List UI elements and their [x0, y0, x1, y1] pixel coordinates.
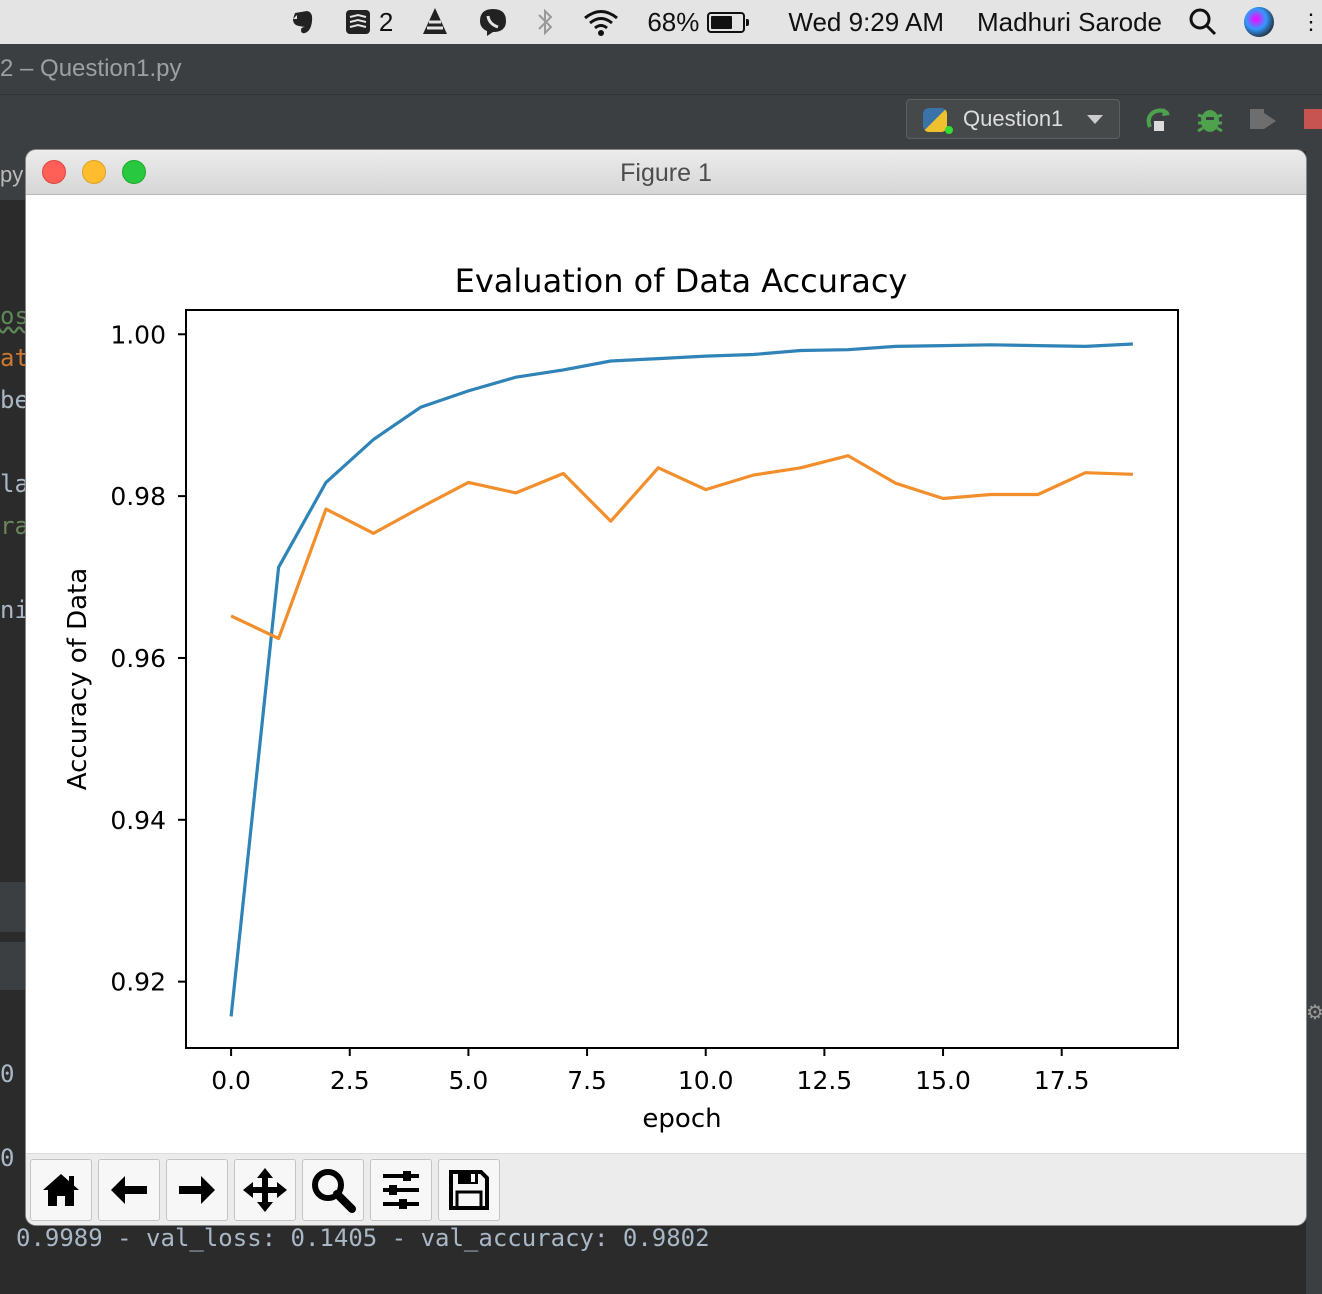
y-tick-label: 0.98: [110, 482, 166, 511]
figure-window-title: Figure 1: [620, 159, 712, 187]
series-line-2: [230, 454, 1133, 641]
x-tick-label: 17.5: [1034, 1066, 1090, 1095]
figure-titlebar[interactable]: Figure 1: [26, 150, 1306, 195]
figure-toolbar: [26, 1153, 1306, 1225]
y-tick-label: 1.00: [110, 320, 166, 349]
viber-icon[interactable]: [477, 6, 509, 38]
battery-icon: [707, 11, 750, 33]
back-button[interactable]: [98, 1159, 160, 1221]
maximize-button[interactable]: [122, 160, 146, 184]
right-tool-strip: ⚙: [1306, 150, 1322, 1294]
save-button[interactable]: [438, 1159, 500, 1221]
magnifier-icon: [312, 1169, 356, 1213]
x-tick-label: 10.0: [678, 1066, 734, 1095]
arrow-right-icon: [179, 1176, 215, 1204]
spotlight-icon[interactable]: [1188, 7, 1218, 37]
console-output-line: 0.9989 - val_loss: 0.1405 - val_accuracy…: [16, 1224, 710, 1252]
y-tick-label: 0.92: [110, 968, 166, 997]
close-button[interactable]: [42, 160, 66, 184]
panel-divider: [0, 882, 26, 932]
ide-toolbar: Question1: [0, 94, 1322, 151]
code-fragment: os: [0, 302, 26, 330]
stop-icon[interactable]: [1304, 109, 1322, 129]
panel-divider: [0, 942, 26, 990]
arrow-left-icon: [111, 1176, 147, 1204]
ide-title-bar: 2 – Question1.py: [0, 44, 1322, 94]
x-tick-label: 12.5: [797, 1066, 853, 1095]
gear-icon[interactable]: ⚙: [1306, 1002, 1322, 1024]
bluetooth-icon[interactable]: [535, 7, 555, 37]
wifi-icon[interactable]: [581, 7, 621, 37]
code-editor-fragment: os at be la ra ni 0 0: [0, 200, 26, 1290]
chart-title: Evaluation of Data Accuracy: [455, 262, 908, 300]
code-fragment: at: [0, 344, 26, 372]
menubar: 2 68% Wed 9:29 AM Madhuri Sarode ⋮: [0, 0, 1322, 44]
code-fragment: la: [0, 470, 26, 498]
code-fragment: be: [0, 386, 26, 414]
home-button[interactable]: [30, 1159, 92, 1221]
run-configuration-select[interactable]: Question1: [906, 99, 1120, 139]
debug-icon[interactable]: [1194, 103, 1226, 135]
menubar-user[interactable]: Madhuri Sarode: [977, 6, 1162, 37]
minimize-button[interactable]: [82, 160, 106, 184]
pan-button[interactable]: [234, 1159, 296, 1221]
console-prefix: 0: [0, 1144, 15, 1172]
series-lines: [229, 342, 1133, 1017]
ide-window-title: 2 – Question1.py: [0, 55, 182, 82]
plot-canvas[interactable]: Evaluation of Data Accuracy 0.0 2.5 5.0 7.5…: [26, 194, 1306, 1153]
todoist-count: 2: [378, 6, 394, 37]
chevron-down-icon: [1087, 115, 1103, 124]
sliders-icon: [383, 1171, 419, 1209]
console-prefix: 0: [0, 1060, 15, 1088]
vlc-icon[interactable]: [419, 6, 451, 38]
y-axis-label: Accuracy of Data: [63, 568, 93, 790]
x-axis: 0.0 2.5 5.0 7.5 10.0 12.5 15.0 17.5: [211, 1048, 1090, 1095]
run-configuration-label: Question1: [963, 106, 1064, 131]
x-tick-label: 0.0: [211, 1066, 251, 1095]
menubar-clock[interactable]: Wed 9:29 AM: [788, 6, 944, 37]
series-line-1: [229, 342, 1133, 1017]
figure-window: Figure 1 Evaluation of Data Accuracy 0.0…: [26, 150, 1306, 1225]
coverage-icon[interactable]: [1246, 103, 1278, 135]
siri-icon[interactable]: [1244, 7, 1274, 37]
evernote-icon[interactable]: [287, 7, 317, 37]
x-axis-label: epoch: [642, 1104, 721, 1134]
battery-indicator[interactable]: 68%: [647, 6, 750, 38]
configure-subplots-button[interactable]: [370, 1159, 432, 1221]
forward-button[interactable]: [166, 1159, 228, 1221]
move-icon: [243, 1168, 287, 1212]
todoist-icon[interactable]: 2: [343, 7, 393, 38]
y-axis: 0.92 0.94 0.96 0.98 1.00: [110, 320, 186, 997]
python-icon: [923, 108, 947, 132]
code-fragment: ni: [0, 596, 26, 624]
battery-percent: 68%: [647, 6, 700, 37]
zoom-button[interactable]: [302, 1159, 364, 1221]
battery-level: [711, 15, 732, 29]
x-tick-label: 7.5: [567, 1066, 607, 1095]
x-tick-label: 2.5: [330, 1066, 370, 1095]
floppy-disk-icon: [449, 1170, 489, 1210]
menubar-overflow[interactable]: ⋮: [1300, 9, 1322, 34]
rerun-icon[interactable]: [1142, 103, 1174, 135]
x-tick-label: 15.0: [915, 1066, 971, 1095]
axes-frame: [185, 309, 1179, 1049]
y-tick-label: 0.94: [110, 806, 166, 835]
y-tick-label: 0.96: [110, 644, 166, 673]
x-tick-label: 5.0: [449, 1066, 489, 1095]
home-icon: [43, 1174, 79, 1206]
code-fragment: ra: [0, 512, 26, 540]
running-indicator: [945, 126, 953, 134]
